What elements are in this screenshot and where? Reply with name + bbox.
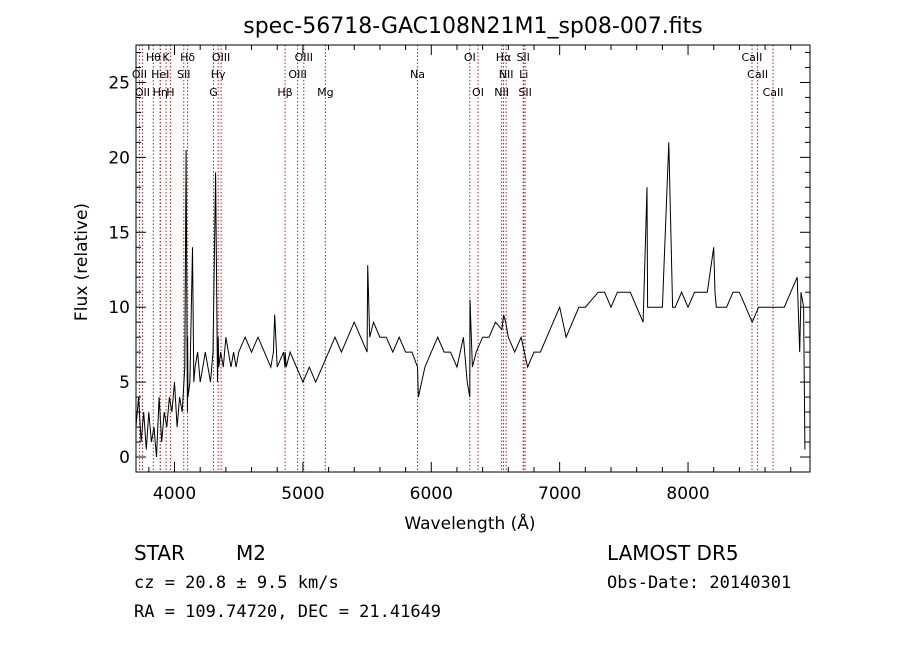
- x-axis-ticks: 4000 5000 6000 7000 8000: [148, 45, 792, 504]
- reference-line-label: Na: [410, 68, 425, 81]
- reference-labels: OIIOIIHθHηHeIKHSIIHδGHγOIIIHβOIIIOIIIMgN…: [132, 51, 784, 99]
- reference-line-label: Hβ: [277, 86, 292, 99]
- object-subclass: M2: [236, 541, 266, 565]
- x-tick-label: 4000: [153, 484, 196, 504]
- x-tick-label: 5000: [281, 484, 324, 504]
- reference-line-label: SII: [177, 68, 190, 81]
- y-axis-label: Flux (relative): [72, 203, 92, 321]
- reference-line-label: Hθ: [146, 51, 161, 64]
- reference-line-label: OI: [464, 51, 476, 64]
- ra-dec-coordinates: RA = 109.74720, DEC = 21.41649: [134, 602, 442, 622]
- reference-line-label: Li: [519, 68, 528, 81]
- reference-line-label: OI: [472, 86, 484, 99]
- x-tick-label: 6000: [410, 484, 453, 504]
- reference-line-label: SII: [516, 51, 529, 64]
- reference-line-label: G: [209, 86, 218, 99]
- reference-line-label: NII: [499, 68, 514, 81]
- reference-line-label: Hη: [153, 86, 168, 99]
- x-tick-label: 8000: [666, 484, 709, 504]
- y-tick-label: 5: [119, 373, 130, 393]
- reference-line-label: CaII: [763, 86, 784, 99]
- plot-frame: [135, 44, 811, 473]
- reference-line-label: OIII: [288, 68, 306, 81]
- y-tick-label: 25: [108, 73, 130, 93]
- reference-lines: [138, 45, 774, 472]
- y-tick-label: 10: [108, 298, 130, 318]
- reference-line-label: Mg: [317, 86, 333, 99]
- chart-title: spec-56718-GAC108N21M1_sp08-007.fits: [243, 14, 703, 39]
- x-tick-label: 7000: [538, 484, 581, 504]
- reference-line-label: OII: [132, 68, 147, 81]
- survey-name: LAMOST DR5: [607, 541, 739, 565]
- reference-line-label: CaII: [742, 51, 763, 64]
- reference-line-label: OII: [135, 86, 150, 99]
- reference-line-label: Hγ: [211, 68, 226, 81]
- reference-line-label: OIII: [295, 51, 313, 64]
- reference-line-label: H: [166, 86, 174, 99]
- reference-line-label: Hδ: [180, 51, 195, 64]
- reference-line-label: SII: [518, 86, 531, 99]
- x-axis-label: Wavelength (Å): [404, 512, 535, 534]
- reference-line-label: CaII: [747, 68, 768, 81]
- reference-line-label: NII: [494, 86, 509, 99]
- reference-line-label: K: [162, 51, 170, 64]
- reference-line-label: OIII: [212, 51, 230, 64]
- y-tick-label: 15: [108, 223, 130, 243]
- y-axis-ticks: 0 5 10 15 20 25: [108, 51, 810, 473]
- reference-line-label: HeI: [151, 68, 169, 81]
- y-tick-label: 0: [119, 448, 130, 468]
- y-tick-label: 20: [108, 148, 130, 168]
- observation-date: Obs-Date: 20140301: [607, 573, 792, 593]
- spectrum-line: [135, 142, 806, 458]
- object-class: STAR: [134, 541, 185, 565]
- redshift-velocity: cz = 20.8 ± 9.5 km/s: [134, 573, 339, 593]
- reference-line-label: Hα: [496, 51, 512, 64]
